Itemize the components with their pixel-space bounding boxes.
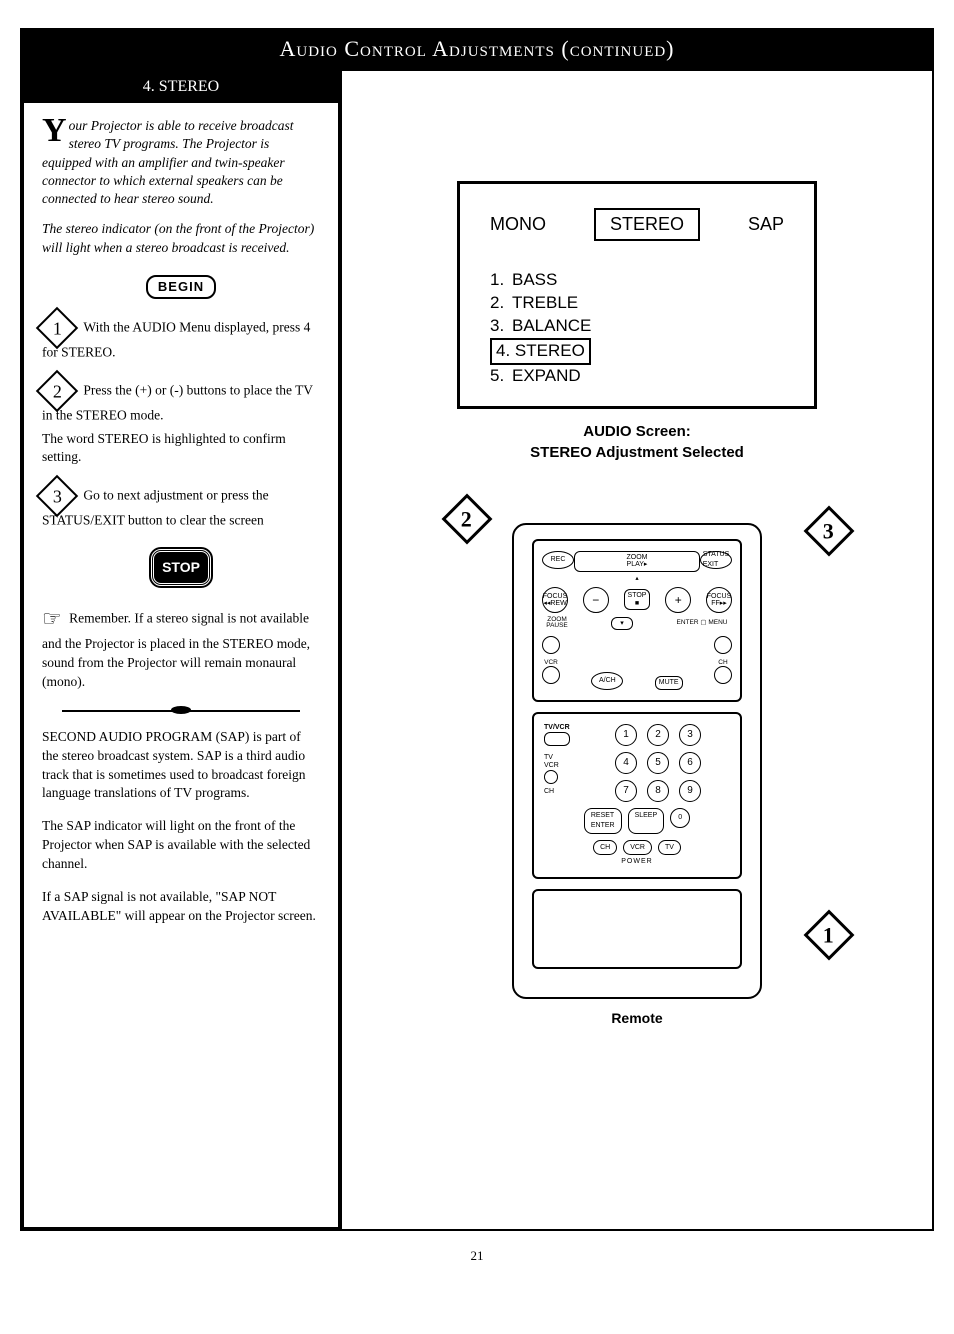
minus-button[interactable]: −	[583, 587, 609, 613]
step-2-diamond: 2	[36, 370, 78, 412]
tv-power-button[interactable]: TV	[658, 840, 681, 856]
ach-button[interactable]: A/CH	[591, 672, 623, 690]
page-title: Audio Control Adjustments (continued)	[279, 36, 674, 61]
remote-blank-section	[532, 889, 742, 969]
menu-item: 4. STEREO	[490, 338, 784, 365]
zoom-pause-label: ZOOM PAUSE	[542, 617, 572, 630]
callout-1-diamond: 1	[804, 909, 855, 960]
num-6-button[interactable]: 6	[679, 752, 701, 774]
num-1-button[interactable]: 1	[615, 724, 637, 746]
power-label: POWER	[544, 857, 730, 867]
pointing-hand-icon: ☞	[42, 604, 62, 635]
sleep-button[interactable]: SLEEP	[628, 808, 665, 834]
left-column: 4. STEREO Your Projector is able to rece…	[22, 71, 342, 1229]
audio-menu-list: 1.BASS2.TREBLE3.BALANCE4. STEREO5.EXPAND	[490, 269, 784, 388]
sap-paragraph-1: SECOND AUDIO PROGRAM (SAP) is part of th…	[42, 728, 320, 804]
num-2-button[interactable]: 2	[647, 724, 669, 746]
menu-item: 1.BASS	[490, 269, 784, 292]
ch-down-button[interactable]	[714, 666, 732, 684]
screen-caption: AUDIO Screen: STEREO Adjustment Selected	[382, 421, 892, 463]
ch-power-button[interactable]: CH	[593, 840, 617, 856]
stop-button: STOP	[151, 549, 211, 587]
remote-caption: Remote	[457, 1009, 817, 1029]
section-header: 4. STEREO	[24, 71, 338, 103]
intro-paragraph-2: The stereo indicator (on the front of th…	[42, 220, 320, 256]
section-number: 4.	[143, 78, 155, 95]
dropcap: Y	[42, 117, 69, 145]
menu-item: 3.BALANCE	[490, 315, 784, 338]
focus-rew-button[interactable]: FOCUS ◂◂REW	[542, 587, 568, 613]
page-number: 21	[0, 1247, 954, 1265]
vcr-vol-button[interactable]	[542, 636, 560, 654]
step-2-text-b: The word STEREO is highlighted to confir…	[42, 430, 320, 468]
mute-button[interactable]: MUTE	[655, 676, 683, 690]
remember-note: ☞ Remember. If a stereo signal is not av…	[42, 604, 320, 691]
rec-button[interactable]: REC	[542, 551, 574, 569]
num-8-button[interactable]: 8	[647, 780, 669, 802]
callout-3-diamond: 3	[804, 505, 855, 556]
focus-ff-button[interactable]: FOCUS FF▸▸	[706, 587, 732, 613]
reset-enter-button[interactable]: RESET ENTER	[584, 808, 622, 834]
num-7-button[interactable]: 7	[615, 780, 637, 802]
plus-button[interactable]: +	[665, 587, 691, 613]
step-2-text-a: Press the (+) or (-) buttons to place th…	[42, 383, 313, 423]
step-2: 2 Press the (+) or (-) buttons to place …	[42, 376, 320, 467]
enter-menu-label: ENTER ▢ MENU	[672, 620, 732, 627]
down-button[interactable]: ▾	[611, 617, 633, 631]
menu-item: 5.EXPAND	[490, 365, 784, 388]
num-5-button[interactable]: 5	[647, 752, 669, 774]
power-indicator	[544, 770, 558, 784]
vcr-power-button[interactable]: VCR	[623, 840, 652, 856]
right-column: MONO STEREO SAP 1.BASS2.TREBLE3.BALANCE4…	[342, 71, 932, 1229]
num-3-button[interactable]: 3	[679, 724, 701, 746]
intro-paragraph: Your Projector is able to receive broadc…	[42, 117, 320, 208]
status-exit-button[interactable]: STATUS EXIT	[700, 551, 732, 569]
zero-button[interactable]: 0	[670, 808, 690, 828]
number-pad: 123 456 789	[588, 724, 730, 802]
audio-screen-box: MONO STEREO SAP 1.BASS2.TREBLE3.BALANCE4…	[457, 181, 817, 409]
page-header: Audio Control Adjustments (continued)	[20, 28, 934, 71]
begin-button: BEGIN	[146, 275, 216, 299]
num-9-button[interactable]: 9	[679, 780, 701, 802]
menu-item: 2.TREBLE	[490, 292, 784, 315]
step-3-diamond: 3	[36, 475, 78, 517]
remote-outline: REC ZOOM PLAY▸ STATUS EXIT ▴ FOCUS ◂◂REW…	[512, 523, 762, 999]
tvvcr-button[interactable]	[544, 732, 570, 746]
remote-area: 2 3 1 REC ZOOM PLAY▸ STATUS EXIT ▴ FOCUS…	[457, 523, 817, 1029]
mode-sap: SAP	[748, 212, 784, 237]
stop-remote-button[interactable]: STOP ■	[624, 589, 651, 610]
remote-lower-section: TV/VCR TV VCR CH 123456789 RESET ENTER S…	[532, 712, 742, 879]
zoom-play-button[interactable]: ZOOM PLAY▸	[574, 551, 700, 572]
ch-up-button[interactable]	[714, 636, 732, 654]
vcr-vol-button-2[interactable]	[542, 666, 560, 684]
num-4-button[interactable]: 4	[615, 752, 637, 774]
sap-paragraph-2: The SAP indicator will light on the fron…	[42, 817, 320, 874]
sap-paragraph-3: If a SAP signal is not available, "SAP N…	[42, 888, 320, 926]
remote-upper-section: REC ZOOM PLAY▸ STATUS EXIT ▴ FOCUS ◂◂REW…	[532, 539, 742, 702]
mode-stereo-selected: STEREO	[594, 208, 700, 241]
divider	[62, 708, 300, 712]
step-3: 3 Go to next adjustment or press the STA…	[42, 481, 320, 530]
step-1-text: With the AUDIO Menu displayed, press 4 f…	[42, 319, 310, 359]
step-1-diamond: 1	[36, 307, 78, 349]
step-1: 1 With the AUDIO Menu displayed, press 4…	[42, 313, 320, 362]
section-title: STEREO	[159, 78, 219, 95]
main-content: 4. STEREO Your Projector is able to rece…	[20, 71, 934, 1231]
callout-2-diamond: 2	[442, 493, 493, 544]
mode-mono: MONO	[490, 212, 546, 237]
